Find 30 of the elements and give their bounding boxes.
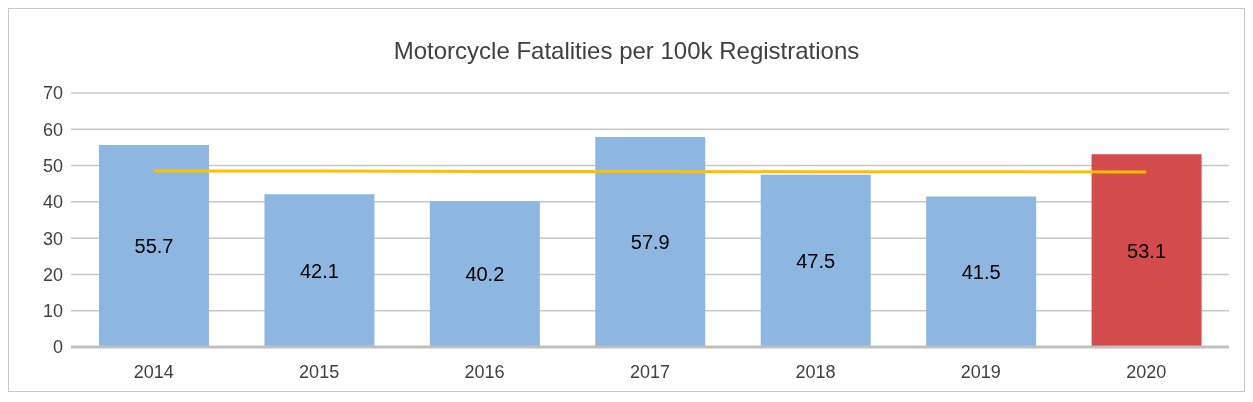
data-label: 40.2 bbox=[465, 263, 505, 286]
x-tick-label: 2016 bbox=[464, 361, 505, 382]
x-tick-label: 2019 bbox=[960, 361, 1001, 382]
x-tick-label: 2015 bbox=[299, 361, 340, 382]
data-label: 42.1 bbox=[299, 259, 339, 282]
chart-title: Motorcycle Fatalities per 100k Registrations bbox=[392, 36, 861, 66]
data-label: 57.9 bbox=[630, 230, 670, 253]
y-tick-label: 70 bbox=[42, 83, 63, 104]
bar bbox=[1091, 154, 1202, 347]
x-tick-label: 2018 bbox=[795, 361, 836, 382]
bar bbox=[99, 144, 209, 347]
bar bbox=[926, 196, 1037, 347]
y-tick-label: 10 bbox=[42, 301, 63, 322]
x-tick-label: 2017 bbox=[629, 361, 671, 382]
y-tick-label: 30 bbox=[42, 228, 63, 249]
x-tick-label: 2020 bbox=[1126, 361, 1167, 382]
data-label: 41.5 bbox=[961, 260, 1001, 283]
y-tick-label: 50 bbox=[42, 155, 63, 176]
bar bbox=[595, 136, 706, 347]
y-tick-label: 0 bbox=[52, 337, 63, 358]
y-tick-label: 20 bbox=[42, 264, 63, 285]
data-label: 53.1 bbox=[1127, 239, 1167, 262]
x-tick-label: 2014 bbox=[133, 361, 174, 382]
data-label: 55.7 bbox=[134, 234, 174, 257]
bar bbox=[760, 174, 871, 347]
bar bbox=[264, 194, 375, 347]
y-tick-label: 40 bbox=[42, 192, 63, 213]
y-tick-label: 60 bbox=[42, 119, 63, 140]
data-label: 47.5 bbox=[796, 249, 836, 272]
bar bbox=[429, 201, 540, 347]
